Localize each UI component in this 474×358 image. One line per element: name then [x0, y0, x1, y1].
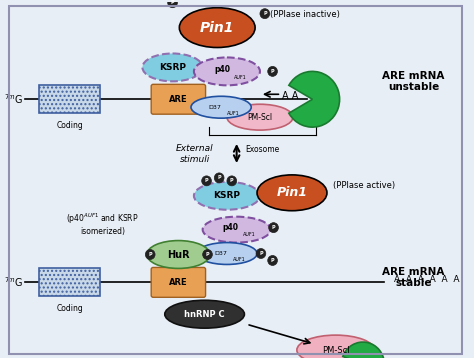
Text: Coding: Coding	[56, 304, 83, 313]
Bar	[39, 85, 100, 113]
Text: (PPlase inactive): (PPlase inactive)	[270, 10, 339, 19]
Text: Pin1: Pin1	[200, 21, 235, 35]
Ellipse shape	[165, 300, 245, 328]
Text: P: P	[148, 252, 152, 257]
Text: HuR: HuR	[167, 250, 190, 260]
Text: Pin1: Pin1	[276, 186, 308, 199]
Circle shape	[203, 250, 212, 260]
Text: KSRP: KSRP	[213, 191, 240, 200]
Circle shape	[146, 250, 155, 260]
Text: KSRP: KSRP	[159, 63, 186, 72]
Bar	[39, 268, 100, 296]
Circle shape	[256, 248, 266, 258]
Text: $^{7m}$G: $^{7m}$G	[3, 275, 23, 289]
Ellipse shape	[194, 58, 260, 85]
Ellipse shape	[147, 241, 210, 268]
Wedge shape	[343, 342, 384, 358]
Text: ARE: ARE	[169, 95, 188, 104]
Circle shape	[268, 256, 277, 265]
Ellipse shape	[297, 335, 374, 358]
Text: $^{7m}$G: $^{7m}$G	[3, 92, 23, 106]
Text: AUF1: AUF1	[234, 75, 246, 80]
Circle shape	[168, 0, 177, 8]
Circle shape	[201, 176, 211, 186]
Circle shape	[214, 173, 224, 183]
Text: P: P	[263, 11, 267, 16]
Text: P: P	[259, 251, 263, 256]
Text: ARE mRNA
unstable: ARE mRNA unstable	[382, 71, 445, 92]
Circle shape	[227, 176, 237, 186]
Text: P: P	[272, 225, 275, 230]
Text: p40: p40	[214, 65, 230, 74]
Circle shape	[260, 9, 270, 19]
Text: AUF1: AUF1	[243, 232, 255, 237]
Text: A A: A A	[283, 91, 299, 101]
Text: P: P	[230, 178, 234, 183]
Text: Coding: Coding	[56, 121, 83, 130]
Circle shape	[269, 223, 278, 233]
Text: A  A  A  A  A  A: A A A A A A	[394, 275, 459, 284]
Text: P: P	[171, 0, 174, 5]
Text: P: P	[206, 252, 210, 257]
Ellipse shape	[194, 182, 260, 210]
Text: ARE mRNA
stable: ARE mRNA stable	[382, 267, 445, 288]
Text: p40: p40	[223, 223, 239, 232]
Ellipse shape	[191, 96, 251, 118]
Wedge shape	[289, 71, 339, 127]
Text: P: P	[271, 69, 274, 74]
Text: P: P	[205, 178, 209, 183]
Text: (PPlase active): (PPlase active)	[333, 182, 395, 190]
Text: hnRNP C: hnRNP C	[184, 310, 225, 319]
Circle shape	[268, 67, 277, 76]
Text: D37: D37	[215, 251, 228, 256]
FancyBboxPatch shape	[151, 84, 206, 114]
Ellipse shape	[143, 53, 203, 81]
Text: ARE: ARE	[169, 278, 188, 287]
Text: P: P	[271, 258, 274, 263]
Text: D37: D37	[209, 105, 222, 110]
Ellipse shape	[227, 104, 293, 130]
Text: PM-Scl: PM-Scl	[247, 113, 273, 122]
Ellipse shape	[257, 175, 327, 211]
Text: AUF1: AUF1	[227, 111, 240, 116]
Text: External
stimuli: External stimuli	[176, 144, 214, 164]
Text: AUF1: AUF1	[233, 257, 246, 262]
Ellipse shape	[203, 217, 271, 243]
FancyBboxPatch shape	[151, 267, 206, 297]
Ellipse shape	[197, 243, 257, 265]
Text: (p40$^{AUF1}$ and KSRP
isomerized): (p40$^{AUF1}$ and KSRP isomerized)	[66, 211, 139, 236]
Text: Exosome: Exosome	[246, 145, 280, 154]
Ellipse shape	[179, 8, 255, 48]
Text: PM-Scl: PM-Scl	[322, 345, 349, 354]
Text: P: P	[218, 175, 221, 180]
